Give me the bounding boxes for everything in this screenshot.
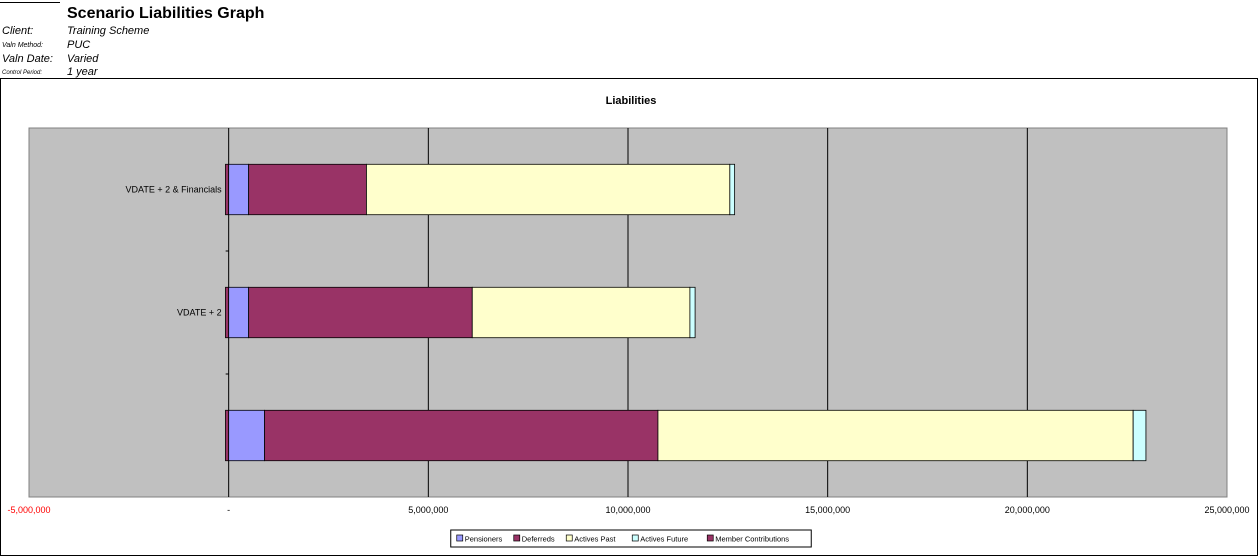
x-tick-label-0: -5,000,000 xyxy=(7,505,50,515)
bar-deferreds-2 xyxy=(248,163,367,216)
bar-actives-past-0 xyxy=(657,409,1134,462)
meta-valn-method-value: PUC xyxy=(67,39,91,51)
legend-swatch-deferreds xyxy=(513,534,521,542)
bar-member-contributions-1 xyxy=(225,286,230,339)
x-tick-label-5: 20,000,000 xyxy=(1005,505,1050,515)
legend-label-actives-past: Actives Past xyxy=(574,535,616,544)
bar-pensioners-1 xyxy=(228,286,250,339)
bar-member-contributions-0 xyxy=(225,409,230,462)
report-title: Scenario Liabilities Graph xyxy=(67,5,265,22)
legend-box xyxy=(450,529,812,548)
legend-label-member-contributions: Member Contributions xyxy=(715,535,789,544)
bar-member-contributions-2 xyxy=(225,163,230,216)
legend-swatch-actives-future xyxy=(631,534,639,542)
meta-control-period-value: 1 year xyxy=(67,66,98,78)
legend-label-actives-future: Actives Future xyxy=(640,535,688,544)
bar-deferreds-0 xyxy=(264,409,659,462)
legend: Pensioners Deferreds Actives Past Actives F… xyxy=(450,529,812,548)
category-label-2: VDATE + 2 & Financials xyxy=(126,185,223,195)
liabilities-chart: Liabilities VDATE + 2 VDATE + 2 & Financi… xyxy=(7,95,1250,548)
meta-valn-method-label: Valn Method: xyxy=(2,42,43,49)
meta-valn-date-label: Valn Date: xyxy=(2,53,53,65)
meta-client-value: Training Scheme xyxy=(67,25,150,37)
bar-deferreds-1 xyxy=(248,286,473,339)
header-rule xyxy=(0,2,60,3)
x-tick-label-2: 5,000,000 xyxy=(408,505,448,515)
x-tick-label-3: 10,000,000 xyxy=(605,505,650,515)
legend-swatch-actives-past xyxy=(565,534,573,542)
bar-actives-past-2 xyxy=(366,163,731,216)
bar-pensioners-0 xyxy=(228,409,266,462)
legend-label-deferreds: Deferreds xyxy=(522,535,555,544)
category-label-1: VDATE + 2 xyxy=(177,308,222,318)
meta-client-label: Client: xyxy=(2,25,34,37)
bar-actives-future-2 xyxy=(729,163,736,216)
legend-swatch-pensioners xyxy=(456,534,464,542)
chart-frame: Liabilities VDATE + 2 VDATE + 2 & Financi… xyxy=(0,78,1258,556)
bar-pensioners-2 xyxy=(228,163,250,216)
x-tick-label-1: - xyxy=(227,505,230,515)
x-tick-label-4: 15,000,000 xyxy=(805,505,850,515)
meta-valn-date-value: Varied xyxy=(67,53,99,65)
legend-label-pensioners: Pensioners xyxy=(465,535,503,544)
bar-actives-future-1 xyxy=(689,286,696,339)
chart-title: Liabilities xyxy=(606,95,657,107)
legend-swatch-member-contributions xyxy=(706,534,714,542)
bar-actives-past-1 xyxy=(471,286,691,339)
meta-control-period-label: Control Period: xyxy=(2,70,43,76)
x-tick-label-6: 25,000,000 xyxy=(1204,505,1249,515)
bar-actives-future-0 xyxy=(1132,409,1147,462)
